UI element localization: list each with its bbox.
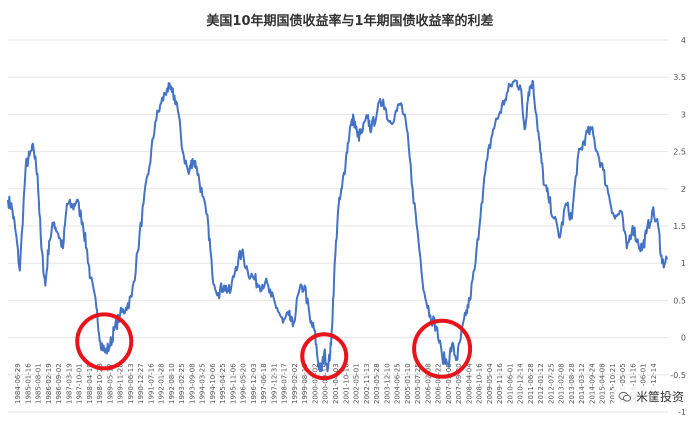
x-tick-label: 2006-08-22	[435, 363, 443, 404]
x-tick-label: 1997-12-31	[270, 363, 278, 404]
inversion-highlight-circle	[75, 312, 134, 371]
series-line	[7, 79, 668, 373]
x-tick-label: 2016-05-05	[619, 363, 627, 404]
x-tick-label: 2012-07-25	[547, 363, 555, 404]
inversion-highlight-circle	[300, 332, 349, 381]
x-tick-label: 1997-06-18	[260, 363, 268, 404]
x-tick-label: 1993-09-08	[188, 363, 196, 404]
y-tick-label: 1	[681, 259, 686, 268]
x-tick-label: 2006-02-08	[424, 363, 432, 404]
x-tick-label: 2017-12-14	[650, 363, 658, 404]
x-tick-label: 2017-06-01	[640, 363, 648, 404]
x-tick-label: 1986-09-02	[55, 363, 63, 404]
x-tick-label: 2003-05-28	[373, 363, 381, 404]
x-tick-label: 1987-03-19	[65, 363, 73, 404]
x-tick-label: 2014-09-24	[588, 363, 596, 404]
y-tick-label: 0	[681, 334, 686, 343]
watermark-text: 米筐投资	[635, 390, 684, 404]
x-tick-label: 2014-03-12	[578, 363, 586, 404]
x-tick-label: 2016-11-16	[629, 363, 637, 404]
y-tick-label: 0.5	[673, 296, 686, 305]
x-tick-label: 1989-11-28	[117, 363, 125, 404]
x-tick-label: 1986-02-19	[45, 363, 53, 404]
x-tick-label: 1999-02-02	[291, 363, 299, 404]
x-tick-label: 1999-08-18	[301, 363, 309, 404]
x-tick-label: 2013-08-28	[568, 363, 576, 404]
x-tick-label: 2002-05-01	[353, 363, 361, 404]
x-tick-label: 2009-05-04	[486, 363, 494, 404]
x-tick-label: 1984-06-29	[14, 363, 22, 404]
x-tick-label: 2001-10-16	[342, 363, 350, 404]
x-tick-label: 1991-07-16	[147, 363, 155, 404]
x-tick-label: 2002-11-13	[363, 363, 371, 404]
x-tick-label: 1988-04-19	[86, 363, 94, 404]
inversion-highlight-circle	[412, 318, 473, 379]
x-tick-label: 1995-04-25	[219, 363, 227, 404]
x-tick-label: 2015-10-21	[609, 363, 617, 404]
x-tick-label: 1988-10-28	[96, 363, 104, 404]
x-tick-label: 2007-03-08	[445, 363, 453, 404]
x-tick-label: 1992-01-28	[158, 363, 166, 404]
x-tick-label: 2008-04-04	[465, 363, 473, 404]
x-tick-label: 2004-06-25	[394, 363, 402, 404]
x-tick-label: 1989-05-17	[106, 363, 114, 404]
x-tick-label: 2011-06-28	[527, 363, 535, 404]
y-tick-label: 3	[681, 110, 686, 119]
x-tick-label: 1990-12-27	[137, 363, 145, 404]
x-tick-label: 1993-02-25	[178, 363, 186, 404]
watermark: 米筐投资	[613, 386, 688, 407]
x-tick-label: 2013-02-08	[558, 363, 566, 404]
x-tick-label: 2000-09-15	[322, 363, 330, 404]
y-tick-label: 4	[681, 36, 686, 45]
x-tick-label: 2009-11-16	[496, 363, 504, 404]
x-tick-label: 2003-12-10	[383, 363, 391, 404]
x-tick-label: 2005-01-10	[404, 363, 412, 404]
x-tick-label: 2005-07-25	[414, 363, 422, 404]
y-tick-label: 2	[681, 185, 686, 194]
y-tick-label: -1	[678, 408, 686, 417]
x-tick-label: 1996-12-03	[250, 363, 258, 404]
x-tick-label: 2008-10-16	[476, 363, 484, 404]
x-tick-label: 1990-06-13	[127, 363, 135, 404]
x-tick-label: 1985-08-01	[35, 363, 43, 404]
y-tick-label: 3.5	[673, 73, 686, 82]
x-tick-label: 1995-11-06	[229, 363, 237, 404]
x-tick-label: 1994-03-25	[199, 363, 207, 404]
x-tick-label: 1994-10-06	[209, 363, 217, 404]
x-tick-label: 1987-10-01	[76, 363, 84, 404]
y-tick-label: 2.5	[673, 148, 686, 157]
chart-title: 美国10年期国债收益率与1年期国债收益率的利差	[206, 14, 494, 29]
x-tick-label: 1985-01-16	[24, 363, 32, 404]
x-tick-label: 2015-04-08	[599, 363, 607, 404]
x-tick-label: 2010-06-01	[506, 363, 514, 404]
x-tick-label: 1998-07-17	[281, 363, 289, 404]
x-tick-label: 1996-05-20	[240, 363, 248, 404]
x-tick-label: 2000-03-02	[311, 363, 319, 404]
x-tick-label: 2010-12-14	[517, 363, 525, 404]
x-tick-label: 2001-04-03	[332, 363, 340, 404]
y-tick-label: 1.5	[673, 222, 686, 231]
x-tick-label: 2007-09-20	[455, 363, 463, 404]
wechat-icon	[618, 391, 632, 402]
y-tick-label: -0.5	[670, 371, 686, 380]
x-tick-label: 1992-08-10	[168, 363, 176, 404]
x-tick-label: 2012-01-12	[537, 363, 545, 404]
